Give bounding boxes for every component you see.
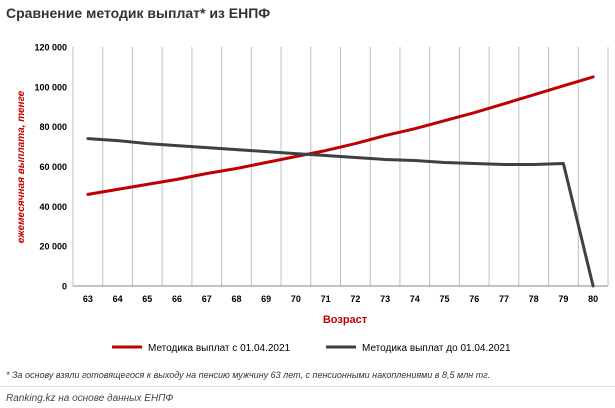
y-tick-label: 20 000: [39, 242, 67, 252]
y-tick-labels: 0 20 000 40 000 60 000 80 000 100 000 120 000: [34, 43, 67, 292]
x-axis-label: Возраст: [323, 314, 368, 326]
grid-lines: [72, 47, 609, 286]
x-tick-label: 75: [440, 294, 450, 304]
x-tick-label: 79: [558, 294, 568, 304]
legend: Методика выплат с 01.04.2021 Методика вып…: [112, 343, 511, 354]
x-tick-label: 73: [380, 294, 390, 304]
chart-title: Сравнение методик выплат* из ЕНПФ: [6, 5, 271, 21]
y-tick-label: 0: [62, 282, 67, 292]
x-tick-labels: 63 64 65 66 67 68 69 70 71 72 73 74 75 76 77 78 79 80: [83, 294, 598, 304]
y-axis-label: ежемесячная выплата, тенге: [16, 90, 27, 243]
footnote: * За основу взяли готовящегося к выходу …: [6, 370, 491, 380]
y-tick-label: 80 000: [39, 122, 67, 132]
divider: [0, 386, 615, 387]
source-note: Ranking.kz на основе данных ЕНПФ: [6, 393, 174, 404]
x-tick-label: 68: [231, 294, 241, 304]
y-tick-label: 120 000: [34, 43, 67, 53]
x-tick-label: 80: [588, 294, 598, 304]
x-tick-label: 67: [202, 294, 212, 304]
y-tick-label: 40 000: [39, 202, 67, 212]
series-line-2: [86, 137, 595, 288]
y-tick-label: 60 000: [39, 162, 67, 172]
x-tick-label: 69: [261, 294, 271, 304]
x-tick-label: 64: [113, 294, 123, 304]
y-tick-label: 100 000: [34, 82, 67, 92]
x-tick-label: 66: [172, 294, 182, 304]
x-tick-label: 77: [499, 294, 509, 304]
legend-label: Методика выплат с 01.04.2021: [148, 343, 291, 354]
x-tick-label: 71: [321, 294, 331, 304]
x-tick-label: 74: [410, 294, 420, 304]
series-lines: [86, 75, 595, 288]
series-line-1: [86, 75, 595, 196]
x-tick-label: 70: [291, 294, 301, 304]
x-tick-label: 78: [529, 294, 539, 304]
x-tick-label: 76: [469, 294, 479, 304]
x-tick-label: 63: [83, 294, 93, 304]
legend-label: Методика выплат до 01.04.2021: [362, 343, 511, 354]
x-tick-label: 72: [350, 294, 360, 304]
x-tick-label: 65: [142, 294, 152, 304]
